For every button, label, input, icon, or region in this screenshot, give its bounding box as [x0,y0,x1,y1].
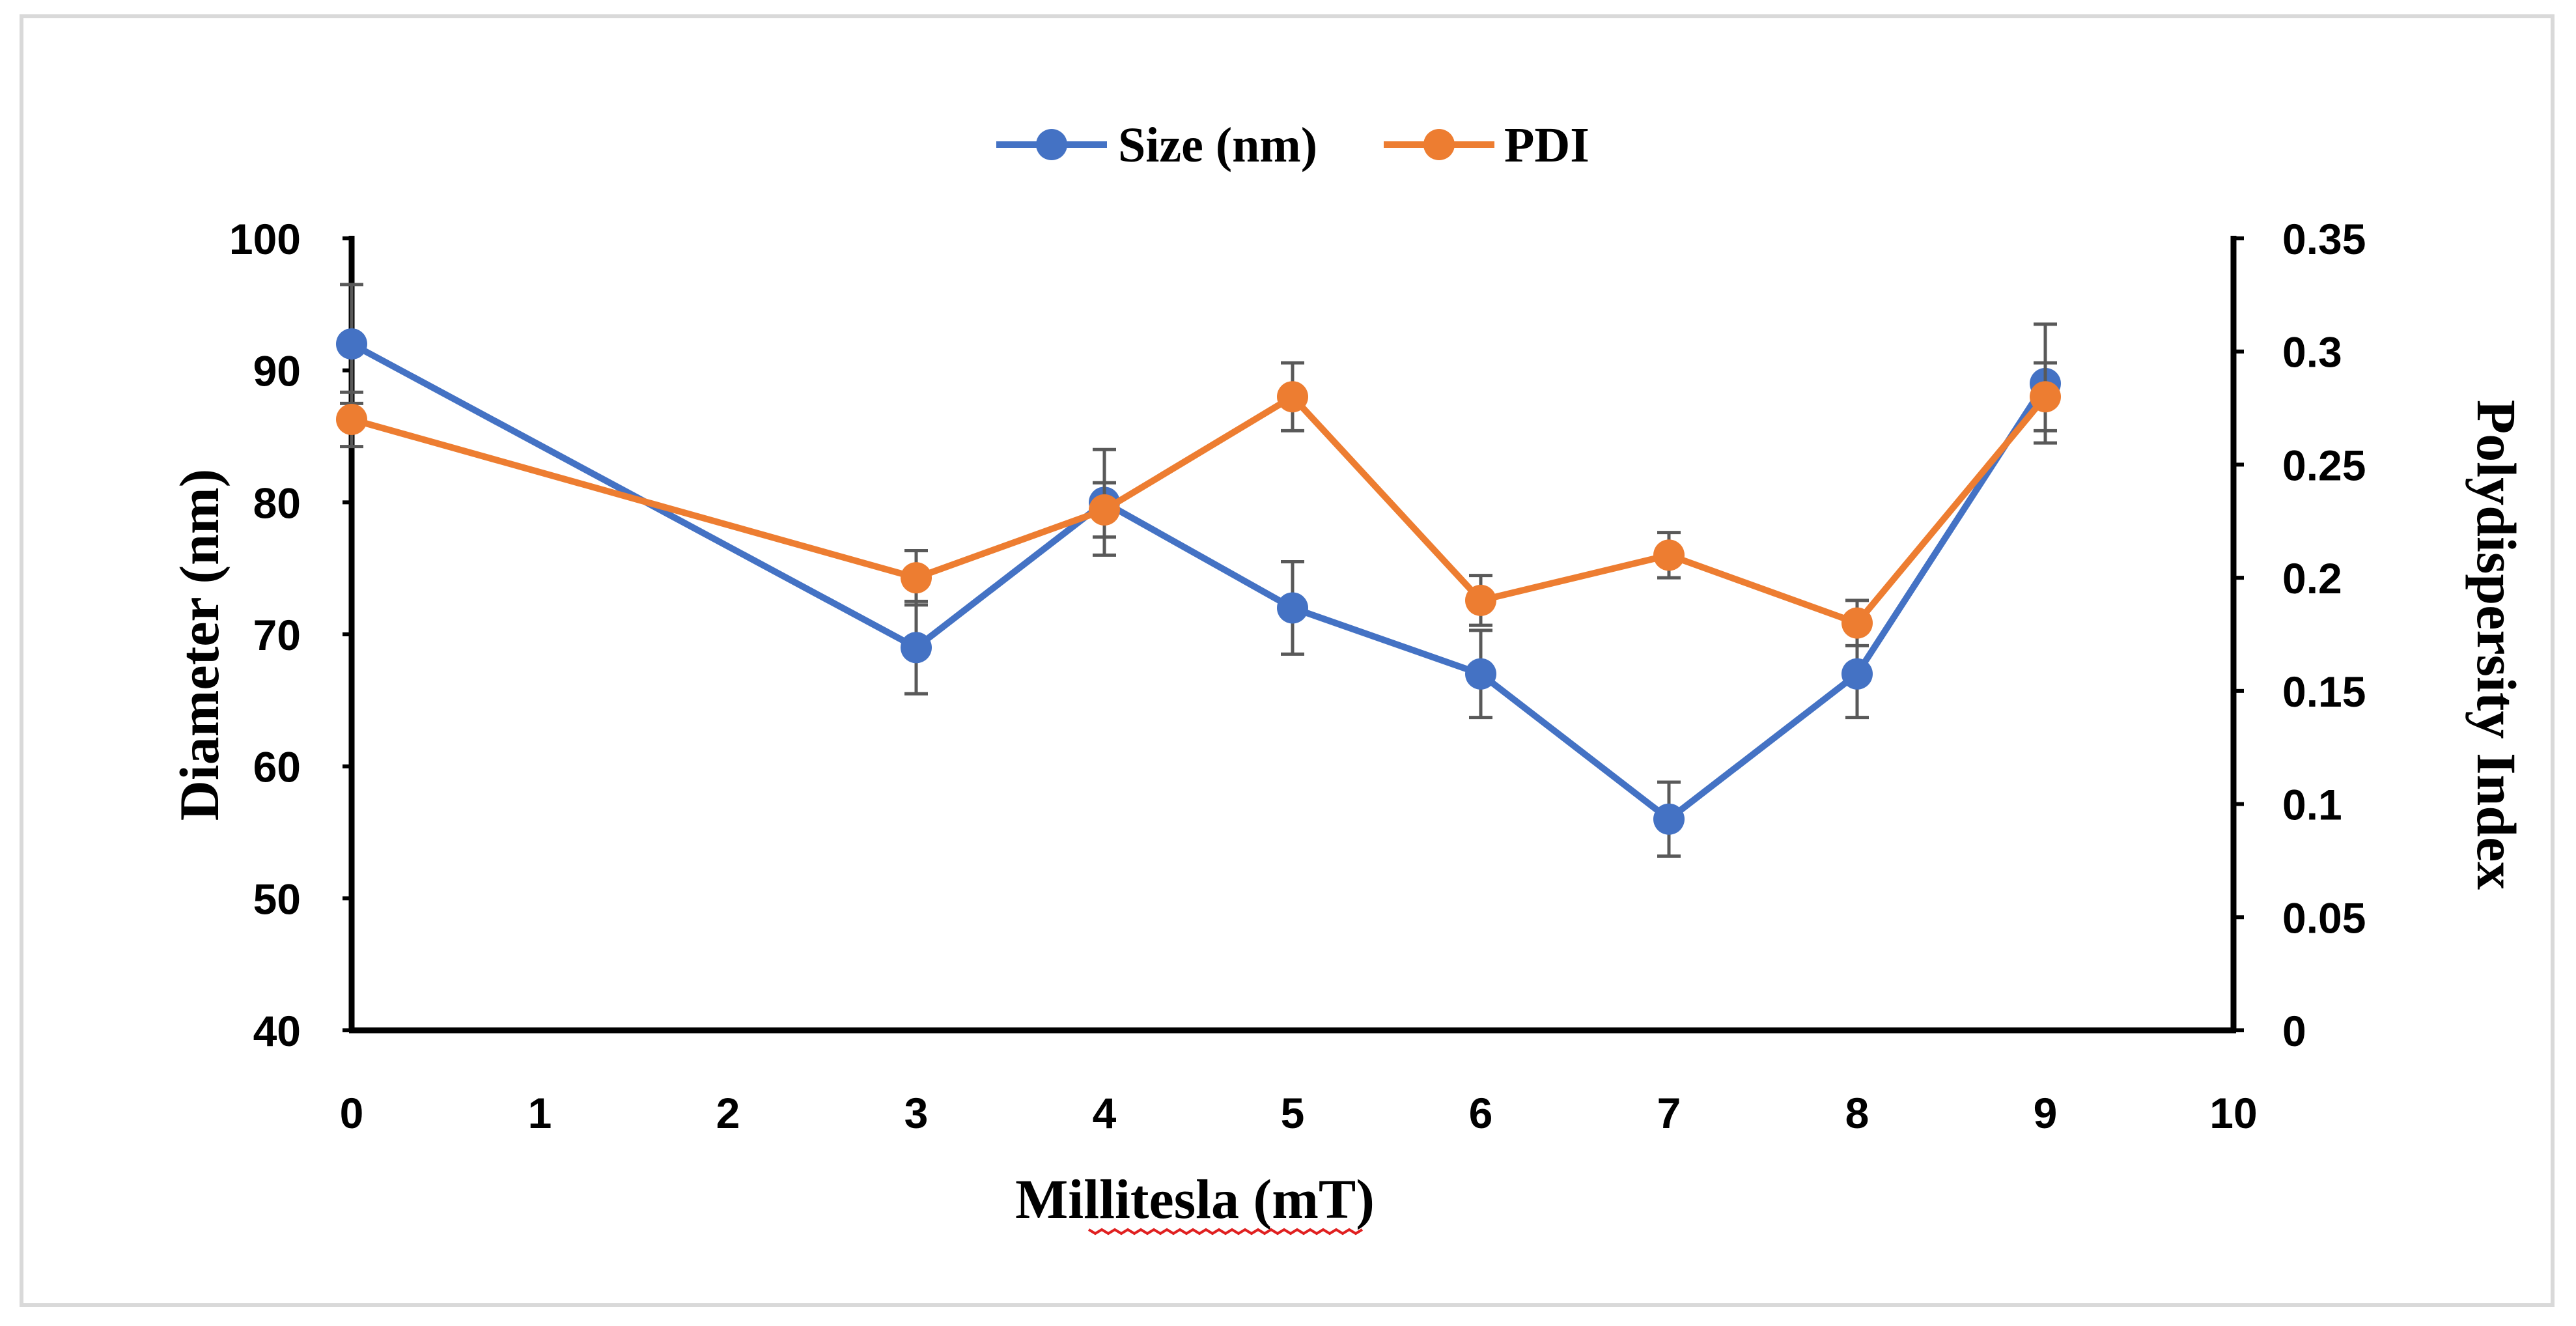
x-tick-label: 3 [904,1089,929,1137]
y-tick-label: 80 [253,479,301,527]
x-tick-label: 0 [340,1089,364,1137]
x-tick-label: 1 [528,1089,552,1137]
y2-tick-label: 0 [2282,1007,2306,1055]
data-point-pdi [2030,381,2061,413]
y-tick-label: 100 [229,215,301,263]
legend-marker-size [1036,129,1067,160]
y2-tick-label: 0.3 [2282,328,2342,376]
data-point-size [1277,592,1308,624]
x-tick-label: 9 [2034,1089,2058,1137]
y-tick-label: 40 [253,1007,301,1055]
data-point-pdi [336,403,367,435]
legend-item-pdi[interactable]: PDI [1384,118,1589,173]
data-point-pdi [1841,607,1873,639]
y-tick-label: 60 [253,743,301,791]
plot-area: 40506070809010000.050.10.150.20.250.30.3… [229,215,2366,1137]
data-point-size [1841,658,1873,690]
y2-tick-label: 0.25 [2282,441,2366,489]
data-point-pdi [1089,494,1120,526]
y2-tick-label: 0.2 [2282,554,2342,602]
y-tick-label: 50 [253,875,301,923]
legend-marker-pdi [1423,129,1455,160]
data-point-size [1653,803,1685,835]
data-point-pdi [1465,584,1496,616]
y2-tick-label: 0.1 [2282,781,2342,829]
y2-tick-label: 0.05 [2282,894,2366,942]
y2-tick-label: 0.35 [2282,215,2366,263]
x-tick-label: 7 [1657,1089,1681,1137]
x-tick-label: 8 [1845,1089,1869,1137]
data-point-size [1465,658,1496,690]
legend: Size (nm) PDI [996,118,1589,173]
data-point-pdi [1277,381,1308,413]
data-point-size [901,632,932,664]
x-tick-label: 2 [716,1089,740,1137]
legend-item-size[interactable]: Size (nm) [996,118,1317,173]
chart-frame [20,14,2555,1307]
legend-label-size: Size (nm) [1118,118,1317,173]
y2-tick-label: 0.15 [2282,668,2366,716]
legend-label-pdi: PDI [1504,118,1589,173]
data-point-pdi [901,562,932,594]
x-axis-title: Millitesla (mT) [1015,1168,1375,1230]
x-tick-label: 4 [1093,1089,1117,1137]
data-point-size [336,328,367,360]
spellcheck-underline [1087,1228,1364,1235]
data-point-pdi [1653,539,1685,571]
x-tick-label: 6 [1469,1089,1493,1137]
series-line-size [350,341,2049,823]
series-line-pdi [350,393,2048,627]
y-tick-label: 70 [253,611,301,659]
y-tick-label: 90 [253,347,301,395]
x-tick-label: 5 [1281,1089,1305,1137]
y-axis-title: Diameter (nm) [168,469,231,821]
x-tick-label: 10 [2209,1089,2257,1137]
y2-axis-title: Polydispersity Index [2465,400,2528,890]
